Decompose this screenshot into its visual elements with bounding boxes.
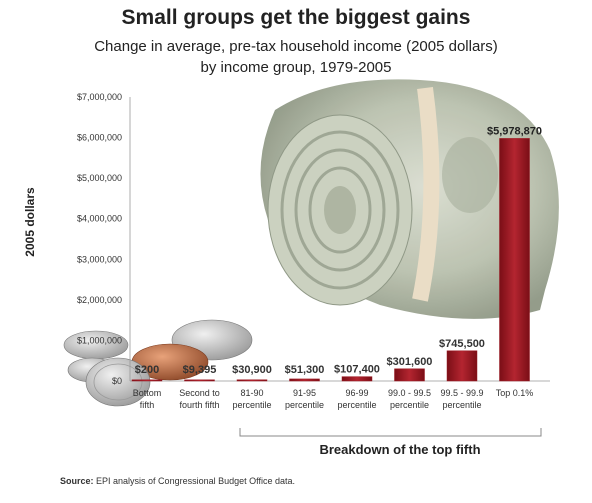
y-tick-label: $3,000,000 [77, 254, 122, 264]
y-tick-label: $2,000,000 [77, 295, 122, 305]
x-tick-label-line2: percentile [232, 400, 271, 410]
bar [236, 379, 268, 382]
bars [131, 138, 530, 382]
bar [289, 378, 320, 382]
data-label: $107,400 [334, 364, 380, 376]
x-tick-label-line2: fourth fifth [179, 400, 219, 410]
data-label: $9,395 [183, 364, 217, 376]
x-tick-label: 99.0 - 99.5 [388, 388, 431, 398]
x-tick-label-line2: percentile [285, 400, 324, 410]
money-roll-illustration [260, 79, 559, 319]
source-text: EPI analysis of Congressional Budget Off… [96, 476, 295, 486]
bar [499, 138, 530, 382]
data-label: $51,300 [285, 364, 325, 376]
bar [341, 376, 373, 382]
x-tick-label-line2: fifth [140, 400, 155, 410]
y-tick-label: $5,000,000 [77, 173, 122, 183]
bar [184, 379, 215, 382]
y-tick-label: $1,000,000 [77, 335, 122, 345]
x-tick-label: 81-90 [240, 388, 263, 398]
bar [446, 350, 478, 382]
x-tick-label-line2: percentile [337, 400, 376, 410]
y-ticks: $0 $1,000,000 $2,000,000 $3,000,000 $4,000,0… [77, 92, 122, 386]
x-tick-label: 91-95 [293, 388, 316, 398]
chart-subtitle: Change in average, pre-tax household inc… [0, 36, 592, 78]
y-tick-label: $7,000,000 [77, 92, 122, 102]
x-tick-label-line2: percentile [390, 400, 429, 410]
bar [394, 368, 425, 382]
data-label: $5,978,870 [487, 125, 542, 137]
source-label: Source: [60, 476, 94, 486]
subtitle-line-2: by income group, 1979-2005 [200, 59, 392, 76]
y-tick-label: $6,000,000 [77, 133, 122, 143]
source-note: Source: EPI analysis of Congressional Bu… [60, 476, 295, 486]
y-tick-label: $0 [112, 376, 122, 386]
x-tick-label: Second to [179, 388, 220, 398]
y-tick-label: $4,000,000 [77, 214, 122, 224]
data-label: $200 [135, 364, 159, 376]
chart-title: Small groups get the biggest gains [121, 6, 471, 29]
data-label: $30,900 [232, 364, 272, 376]
data-labels: $200 $9,395 $30,900 $51,300 $107,400 $301,600… [135, 125, 542, 376]
x-tick-label: 96-99 [345, 388, 368, 398]
group-label: Breakdown of the top fifth [319, 442, 481, 457]
x-tick-label-line2: percentile [442, 400, 481, 410]
subtitle-line-1: Change in average, pre-tax household inc… [94, 38, 498, 55]
top-fifth-bracket [239, 428, 542, 437]
data-label: $745,500 [439, 338, 485, 350]
data-label: $301,600 [387, 356, 433, 368]
x-category-labels: Bottom fifth Second to fourth fifth 81-90 per… [133, 388, 534, 410]
x-tick-label: 99.5 - 99.9 [440, 388, 483, 398]
bar [131, 379, 163, 382]
x-tick-label: Top 0.1% [496, 388, 534, 398]
coins-illustration [63, 319, 253, 407]
x-tick-label: Bottom [133, 388, 162, 398]
